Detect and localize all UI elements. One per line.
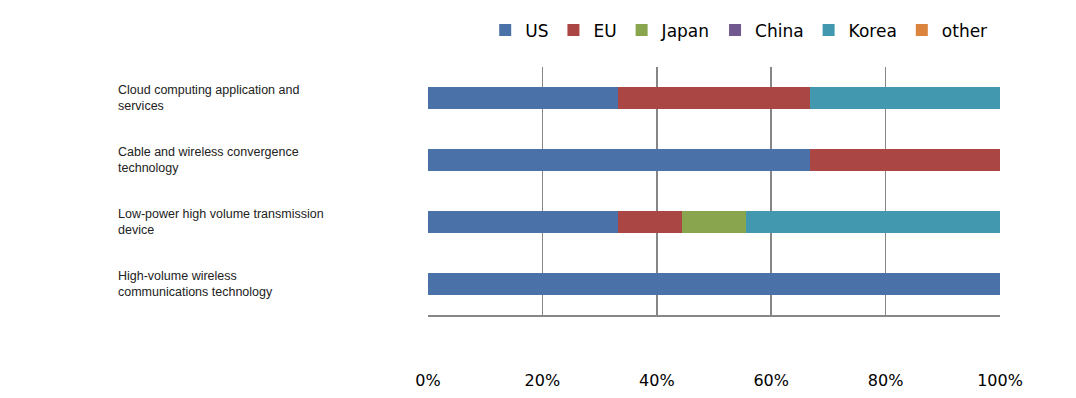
svg-text:High-volume wirelesscommunicat: High-volume wirelesscommunications techn… (118, 269, 273, 299)
svg-text:100%: 100% (977, 371, 1023, 390)
svg-text:40%: 40% (639, 371, 675, 390)
svg-text:Korea: Korea (849, 21, 897, 41)
svg-text:Low-power high volume transmis: Low-power high volume transmissiondevice (118, 207, 324, 237)
svg-text:other: other (942, 21, 987, 41)
svg-text:0%: 0% (415, 371, 440, 390)
svg-text:China: China (755, 21, 804, 41)
svg-text:Japan: Japan (661, 21, 709, 41)
svg-text:20%: 20% (525, 371, 561, 390)
svg-text:80%: 80% (868, 371, 904, 390)
svg-text:EU: EU (593, 21, 616, 41)
svg-text:60%: 60% (753, 371, 789, 390)
svg-text:US: US (525, 21, 548, 41)
svg-text:Cloud computing application an: Cloud computing application andservices (118, 83, 299, 113)
svg-text:Cable and wireless convergence: Cable and wireless convergencetechnology (118, 145, 299, 175)
